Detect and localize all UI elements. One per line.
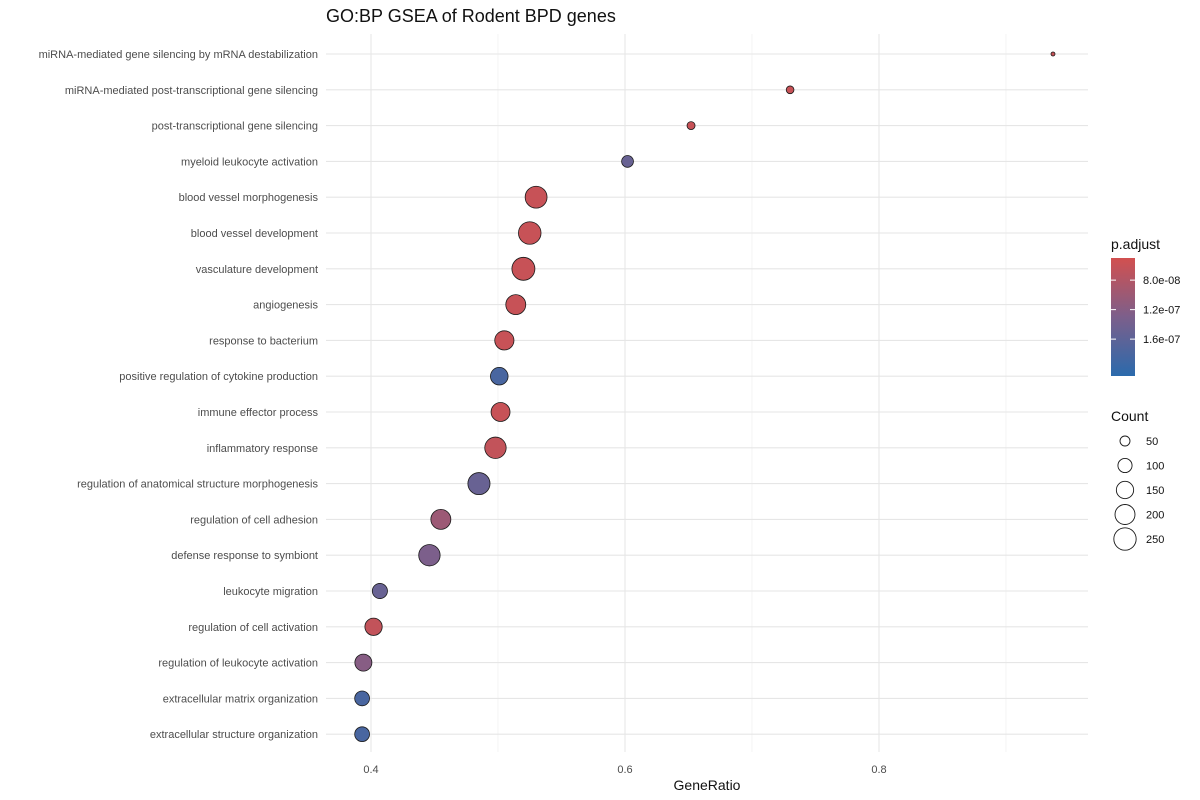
color-legend: p.adjust 8.0e-08 1.2e-07 1.6e-07 (1111, 236, 1180, 376)
data-point (524, 185, 548, 209)
y-category-label: regulation of cell adhesion (190, 514, 318, 526)
size-legend-circle (1117, 457, 1133, 474)
y-category-label: blood vessel development (191, 228, 318, 240)
data-point (1050, 51, 1056, 57)
data-point (518, 221, 542, 245)
y-category-label: vasculature development (196, 264, 318, 276)
y-category-label: leukocyte migration (223, 586, 318, 598)
y-category-label: immune effector process (198, 407, 319, 419)
data-point (785, 85, 795, 95)
data-point (621, 155, 634, 168)
y-category-label: response to bacterium (209, 335, 318, 347)
y-category-label: angiogenesis (253, 300, 318, 312)
size-legend-circle (1114, 504, 1136, 525)
y-category-label: post-transcriptional gene silencing (152, 121, 318, 133)
y-category-label: extracellular matrix organization (163, 693, 318, 705)
data-point (490, 402, 511, 422)
data-point (490, 367, 509, 386)
data-point (354, 653, 373, 672)
y-category-label: miRNA-mediated post-transcriptional gene… (65, 85, 318, 97)
size-legend-label: 100 (1146, 461, 1164, 473)
data-point (511, 256, 536, 281)
size-legend-title: Count (1111, 408, 1148, 424)
color-legend-label: 8.0e-08 (1143, 275, 1180, 287)
y-category-label: regulation of anatomical structure morph… (77, 479, 318, 491)
data-point (430, 509, 452, 530)
data-point (354, 726, 370, 743)
size-legend-circle (1113, 527, 1137, 551)
x-tick-label: 0.4 (363, 764, 378, 776)
data-point (371, 583, 388, 599)
size-legend-label: 200 (1146, 510, 1164, 522)
grid (326, 34, 1088, 752)
data-point (364, 617, 383, 636)
color-legend-title: p.adjust (1111, 236, 1160, 252)
y-category-label: miRNA-mediated gene silencing by mRNA de… (39, 49, 318, 61)
y-axis-labels: miRNA-mediated gene silencing by mRNA de… (39, 49, 319, 741)
y-category-label: defense response to symbiont (171, 550, 318, 562)
y-category-label: extracellular structure organization (150, 729, 318, 741)
size-legend-circle (1119, 435, 1131, 447)
y-category-label: inflammatory response (207, 443, 318, 455)
size-legend-label: 50 (1146, 436, 1158, 448)
y-category-label: positive regulation of cytokine producti… (119, 371, 318, 383)
y-category-label: regulation of leukocyte activation (158, 658, 318, 670)
data-point (484, 436, 507, 459)
y-category-label: blood vessel morphogenesis (179, 192, 319, 204)
data-point (418, 544, 441, 567)
data-point (354, 690, 370, 707)
x-tick-label: 0.6 (617, 764, 632, 776)
x-tick-label: 0.8 (871, 764, 886, 776)
color-legend-label: 1.6e-07 (1143, 334, 1180, 346)
color-legend-bar (1111, 258, 1135, 376)
y-category-label: myeloid leukocyte activation (181, 156, 318, 168)
size-legend-circle (1115, 480, 1135, 500)
data-point (686, 121, 696, 130)
color-legend-label: 1.2e-07 (1143, 305, 1180, 317)
size-legend: Count 50 100 150 200 250 (1111, 408, 1164, 551)
x-axis-ticks: 0.4 0.6 0.8 (363, 764, 886, 776)
size-legend-label: 150 (1146, 485, 1164, 497)
data-point (505, 294, 527, 315)
y-category-label: regulation of cell activation (188, 622, 318, 634)
data-point (467, 472, 491, 496)
data-point (494, 330, 515, 351)
x-axis-title: GeneRatio (674, 777, 741, 793)
chart-title: GO:BP GSEA of Rodent BPD genes (326, 6, 616, 26)
data-points (354, 51, 1056, 743)
size-legend-label: 250 (1146, 534, 1164, 546)
